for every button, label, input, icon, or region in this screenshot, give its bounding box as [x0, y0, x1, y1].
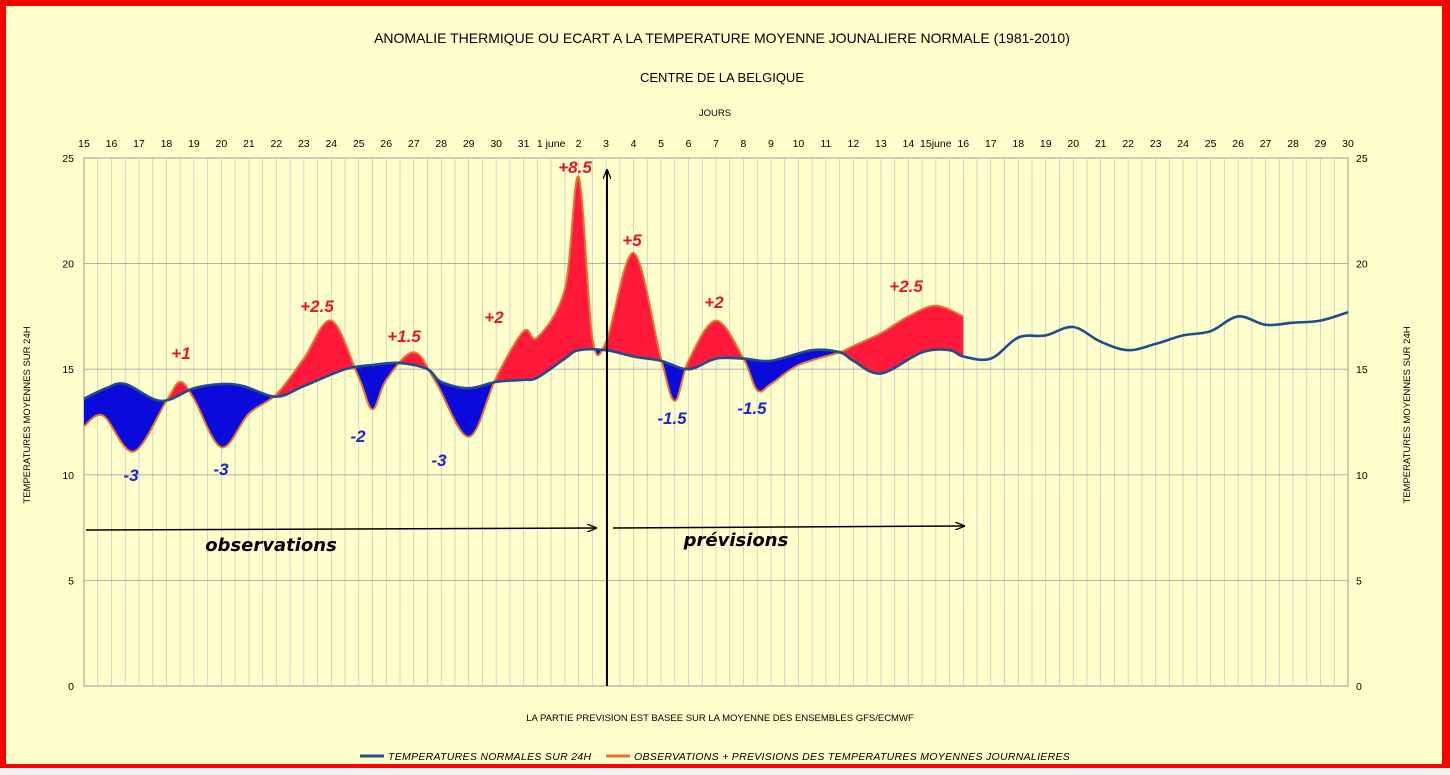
y-tick-label-right: 5 [1356, 575, 1362, 587]
x-tick-label: 31 [518, 138, 530, 150]
x-tick-label: 29 [1315, 138, 1327, 150]
anomaly-annotations: +8.5 +1 +2.5 +1.5 +2 +5 +2 +2.5 -3 -3 -2 -3 -1.5 -1.5 [123, 158, 923, 485]
x-tick-label: 20 [216, 138, 228, 150]
x-tick-label: 17 [985, 138, 997, 150]
x-tick-label: 8 [741, 138, 747, 150]
x-tick-label: 22 [1122, 138, 1134, 150]
x-tick-label: 9 [768, 138, 774, 150]
x-tick-label: 22 [271, 138, 283, 150]
x-tick-label: 16 [957, 138, 969, 150]
x-tick-label: 12 [848, 138, 860, 150]
x-tick-label: 20 [1067, 138, 1079, 150]
x-tick-label: 28 [435, 138, 447, 150]
x-tick-label: 23 [1150, 138, 1162, 150]
x-tick-label: 14 [903, 138, 915, 150]
x-tick-label: 27 [1260, 138, 1272, 150]
normal-series-line [83, 310, 1349, 403]
x-tick-label: 26 [1232, 138, 1244, 150]
anomaly-fills [84, 176, 964, 452]
x-tick-label: 25 [353, 138, 365, 150]
x-tick-label: 13 [875, 138, 887, 150]
anomaly-label: +2.5 [889, 277, 923, 296]
anomaly-label: +8.5 [558, 158, 592, 177]
anomaly-label: +5 [622, 231, 642, 250]
y-tick-label-left: 10 [62, 470, 74, 482]
x-tick-label: 29 [463, 138, 475, 150]
chart-frame [6, 6, 1442, 764]
x-tick-label: 17 [133, 138, 145, 150]
y-tick-label-left: 0 [68, 681, 74, 693]
anomaly-label: -1.5 [657, 409, 687, 428]
x-tick-label: 27 [408, 138, 420, 150]
y-tick-label-left: 25 [62, 153, 74, 165]
x-tick-label: 30 [1342, 138, 1354, 150]
y-tick-label-left: 20 [62, 259, 74, 271]
x-tick-label: 24 [1177, 138, 1189, 150]
x-tick-label: 15 [78, 138, 90, 150]
x-tick-label: 23 [298, 138, 310, 150]
x-tick-label: 10 [793, 138, 805, 150]
forecast-arrow [612, 526, 964, 528]
x-tick-label: 21 [1095, 138, 1107, 150]
anomaly-label: +1.5 [387, 327, 421, 346]
forecast-label: prévisions [683, 530, 789, 551]
x-tick-label: 2 [576, 138, 582, 150]
x-tick-label: 30 [490, 138, 502, 150]
anomaly-label: -1.5 [737, 399, 767, 418]
series-lines [83, 175, 1349, 453]
y-tick-label-right: 10 [1356, 470, 1368, 482]
x-tick-label: 15june [920, 138, 952, 150]
x-tick-label: 18 [1012, 138, 1024, 150]
x-tick-label: 5 [658, 138, 664, 150]
warm-anomaly-fill [84, 176, 964, 401]
y-tick-label-right: 20 [1356, 259, 1368, 271]
x-tick-labels: 15 16 17 18 19 20 21 22 23 24 25 26 27 28 29 30 31 1 june… [78, 138, 1354, 150]
footnote: LA PARTIE PREVISION EST BASEE SUR LA MOY… [526, 713, 914, 724]
x-tick-label: 4 [631, 138, 637, 150]
x-tick-label: 6 [686, 138, 692, 150]
x-tick-label: 3 [603, 138, 609, 150]
anomaly-label: +1 [171, 344, 190, 363]
x-tick-label: 19 [188, 138, 200, 150]
x-tick-label: 16 [106, 138, 118, 150]
y-tick-label-right: 15 [1356, 364, 1368, 376]
x-tick-label: 28 [1287, 138, 1299, 150]
y-tick-label-left: 15 [62, 364, 74, 376]
x-tick-label: 25 [1205, 138, 1217, 150]
x-tick-label: 11 [820, 138, 831, 150]
observed-series-line [83, 175, 964, 453]
grid-lines [83, 157, 1349, 687]
x-tick-label: 21 [243, 138, 255, 150]
anomaly-label: +2.5 [300, 297, 334, 316]
y-axis-label-left: TEMPERATURES MOYENNES SUR 24H [22, 326, 33, 503]
legend: TEMPERATURES NORMALES SUR 24H OBSERVATIO… [360, 751, 1070, 763]
observations-arrow [85, 528, 596, 530]
x-tick-label: 7 [713, 138, 719, 150]
y-tick-label-right: 0 [1356, 681, 1362, 693]
chart-title: ANOMALIE THERMIQUE OU ECART A LA TEMPERA… [374, 30, 1070, 46]
x-tick-label: 1 june [537, 138, 566, 150]
x-tick-label: 24 [325, 138, 337, 150]
anomaly-label: +2 [484, 308, 504, 327]
y-tick-labels: 0 0 5 5 10 10 15 15 20 20 25 25 [62, 153, 1368, 693]
anomaly-label: -3 [431, 451, 447, 470]
legend-observed-label: OBSERVATIONS + PREVISIONS DES TEMPERATUR… [634, 751, 1070, 763]
x-tick-label: 18 [161, 138, 173, 150]
bottom-strip [0, 768, 1450, 775]
chart-subtitle: CENTRE DE LA BELGIQUE [640, 70, 804, 85]
anomaly-label: -3 [213, 460, 229, 479]
x-tick-label: 19 [1040, 138, 1052, 150]
observations-label: observations [205, 535, 337, 556]
legend-normal-label: TEMPERATURES NORMALES SUR 24H [388, 751, 591, 763]
y-tick-label-left: 5 [68, 575, 74, 587]
y-tick-label-right: 25 [1356, 153, 1368, 165]
anomaly-label: -3 [123, 466, 139, 485]
x-tick-label: 26 [380, 138, 392, 150]
x-axis-title: JOURS [699, 108, 731, 119]
y-axis-label-right: TEMPERATURES MOYENNES SUR 24H [1402, 326, 1413, 503]
anomaly-label: +2 [704, 293, 724, 312]
anomaly-label: -2 [350, 427, 366, 446]
